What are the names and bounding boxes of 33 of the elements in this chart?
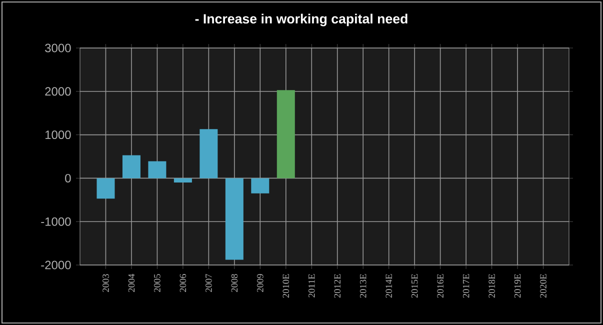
bar — [200, 129, 218, 178]
x-tick-label: 2020E — [540, 274, 546, 298]
x-tick-label: 2018E — [488, 274, 495, 298]
x-tick-label: 2003 — [102, 274, 109, 292]
x-tick-label: 2019E — [514, 274, 521, 298]
x-tick-label: 2015E — [411, 274, 418, 298]
y-tick-label: -2000 — [41, 260, 71, 270]
y-tick-label: -1000 — [41, 217, 71, 226]
bar — [225, 178, 244, 260]
x-tick-label: 2011E — [308, 274, 315, 298]
x-tick-label: 2014E — [386, 274, 392, 298]
x-tick-label: 2004 — [128, 274, 135, 292]
x-tick-label: 2007 — [206, 274, 212, 292]
y-tick-label: 2000 — [45, 87, 71, 96]
y-tick-label: 3000 — [45, 44, 71, 52]
bar — [148, 161, 166, 178]
chart-title: - Increase in working capital need — [195, 14, 408, 26]
x-tick-label: 2012E — [334, 274, 341, 298]
bar — [174, 178, 192, 183]
x-tick-label: 2017E — [462, 274, 470, 298]
y-tick-label: 0 — [65, 174, 71, 182]
x-tick-label: 2005 — [154, 274, 160, 292]
x-tick-label: 2009 — [257, 274, 264, 292]
x-tick-label: 2006 — [180, 274, 186, 292]
y-tick-label: 1000 — [46, 130, 71, 140]
x-tick-label: 2013E — [360, 274, 366, 298]
x-tick-label: 2010E — [282, 274, 290, 298]
bar — [96, 178, 115, 199]
x-tick-label: 2008 — [231, 274, 238, 292]
bar — [122, 155, 140, 178]
bar — [251, 178, 270, 194]
x-tick-label: 2016E — [437, 274, 444, 298]
bar — [276, 90, 295, 178]
